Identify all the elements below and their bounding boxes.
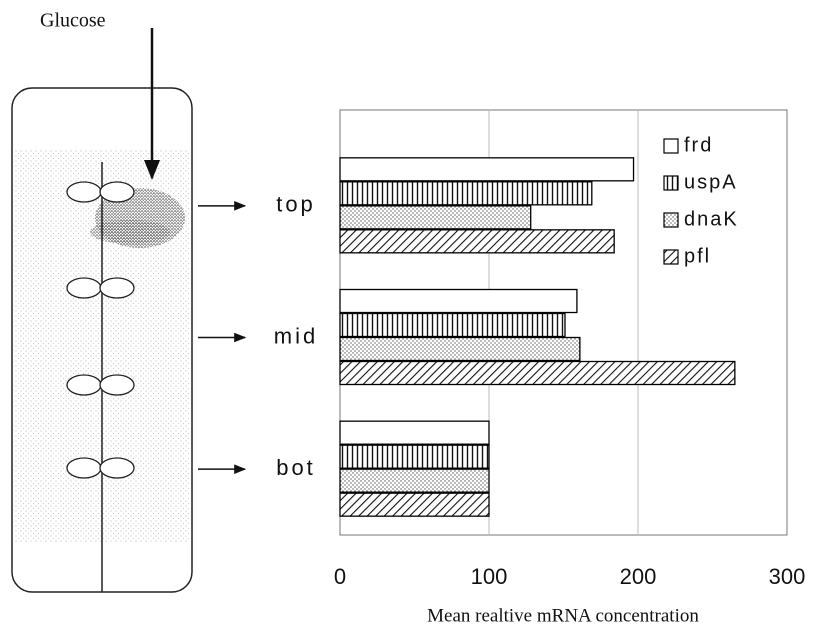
gradient-diagram — [11, 28, 193, 593]
legend-label: frd — [684, 134, 713, 156]
bar — [339, 288, 578, 314]
bar — [339, 312, 566, 338]
legend-label: uspA — [684, 171, 738, 193]
legend-swatch — [663, 249, 679, 265]
x-tick-label: 0 — [334, 564, 346, 589]
bar — [339, 157, 635, 182]
legend-swatch — [663, 138, 679, 154]
y-tick-label: top — [276, 192, 316, 217]
x-axis-label: Mean realtive mRNA concentration — [427, 605, 699, 626]
x-tick-label: 200 — [620, 564, 657, 589]
legend-label: dnaK — [684, 208, 739, 230]
glucose-label: Glucose — [40, 10, 106, 32]
bar — [339, 181, 593, 206]
bar — [339, 444, 490, 469]
bar — [339, 420, 490, 445]
y-tick-label: bot — [276, 455, 316, 480]
legend-swatch — [663, 212, 679, 228]
bar — [339, 468, 490, 493]
bar — [339, 205, 532, 230]
x-tick-label: 100 — [471, 564, 508, 589]
bar — [339, 229, 615, 254]
bar — [339, 336, 581, 362]
bar — [339, 360, 736, 386]
bar — [339, 492, 490, 517]
y-tick-label: mid — [274, 323, 318, 348]
legend-label: pfl — [684, 245, 711, 267]
x-tick-label: 300 — [769, 564, 806, 589]
legend-swatch — [663, 175, 679, 191]
